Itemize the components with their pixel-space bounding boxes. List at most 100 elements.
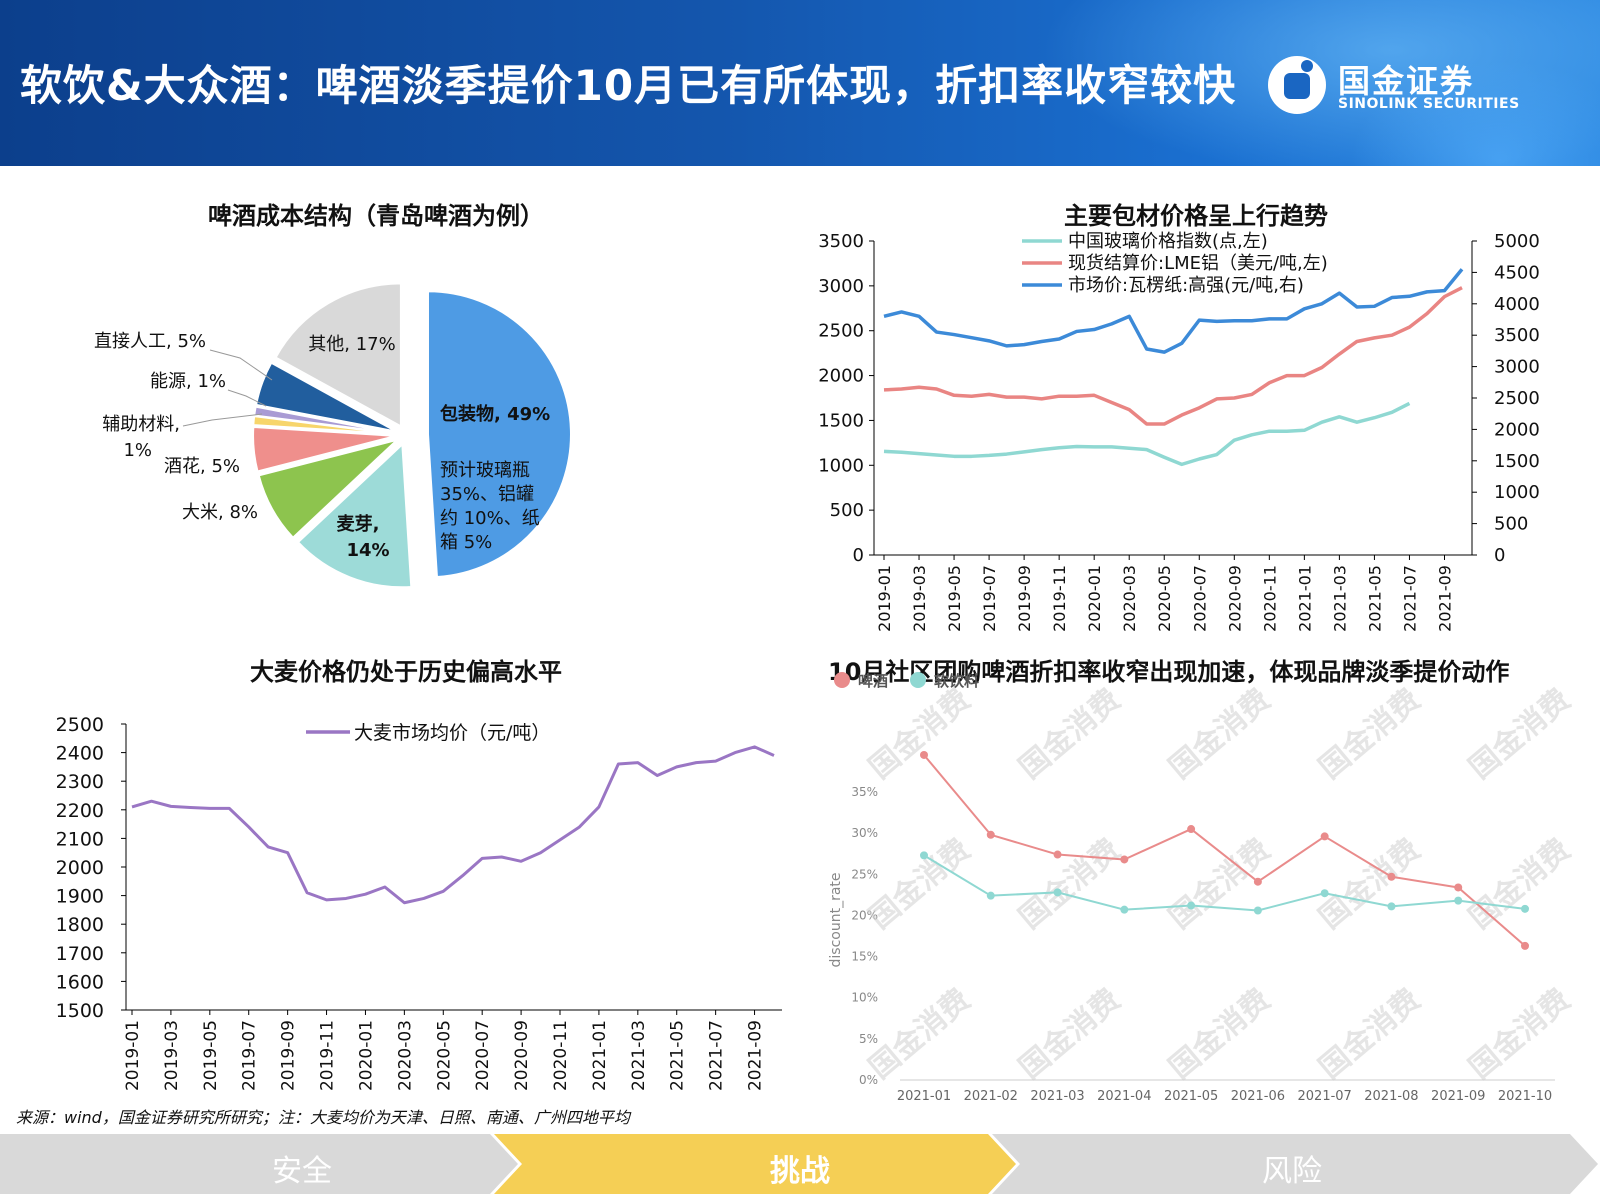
- x-tick-label: 2020-11: [551, 1020, 571, 1091]
- y-tick-label-right: 3500: [1494, 325, 1540, 346]
- data-point: [1454, 896, 1463, 905]
- x-tick-label: 2021-07: [1298, 1089, 1352, 1104]
- x-tick-label: 2019-11: [318, 1020, 338, 1091]
- watermark-text: 国金消费: [1313, 982, 1427, 1086]
- y-tick-label-left: 2000: [818, 366, 864, 387]
- nav-segment-challenge[interactable]: [494, 1134, 1016, 1194]
- y-axis-label: discount_rate: [828, 872, 844, 967]
- y-tick-label: 0%: [859, 1073, 878, 1087]
- data-point: [920, 851, 928, 860]
- x-tick-label: 2020-07: [1190, 565, 1209, 632]
- data-point: [1521, 941, 1529, 950]
- y-tick-label: 20%: [851, 908, 878, 922]
- watermark-text: 国金消费: [1313, 832, 1427, 936]
- y-tick-label-left: 2500: [818, 321, 864, 342]
- x-tick-label: 2021-09: [746, 1020, 766, 1091]
- series-line: [923, 854, 1526, 912]
- pie-slice: [254, 361, 398, 433]
- page-title: 软饮&大众酒：啤酒淡季提价10月已有所体现，折扣率收窄较快: [20, 61, 1237, 110]
- y-tick-label-right: 1000: [1494, 482, 1540, 503]
- x-tick-label: 2021-03: [629, 1020, 649, 1091]
- series-line: [131, 745, 775, 905]
- y-tick-label: 15%: [851, 950, 878, 964]
- legend-label: 大麦市场均价（元/吨）: [354, 722, 550, 744]
- watermark-text: 国金消费: [1463, 982, 1577, 1086]
- y-tick-label-right: 0: [1494, 545, 1505, 566]
- legend-swatch: [910, 672, 926, 688]
- y-tick-label-right: 3000: [1494, 357, 1540, 378]
- source-note: 来源：wind，国金证券研究所研究；注：大麦均价为天津、日照、南通、广州四地平均: [16, 1108, 630, 1127]
- pie-label: 其他, 17%: [308, 334, 395, 355]
- watermark-text: 国金消费: [1463, 682, 1577, 786]
- y-tick-label: 2300: [56, 771, 104, 793]
- data-point: [1253, 877, 1262, 886]
- x-tick-label: 2020-03: [1120, 565, 1139, 632]
- y-tick-label-left: 1500: [818, 410, 864, 431]
- pie-slice: [274, 282, 402, 429]
- y-tick-label: 1800: [56, 914, 104, 936]
- y-tick-label: 2400: [56, 743, 104, 765]
- y-tick-label-right: 2000: [1494, 419, 1540, 440]
- pie-label: 酒花, 5%: [164, 456, 240, 477]
- watermark-text: 国金消费: [1313, 682, 1427, 786]
- x-tick-label: 2019-05: [945, 565, 964, 632]
- company-logo-icon: [1268, 56, 1326, 114]
- watermark-text: 国金消费: [1163, 682, 1277, 786]
- data-point: [1187, 901, 1196, 910]
- nav-segment-safety[interactable]: [0, 1134, 518, 1194]
- data-point: [1187, 825, 1196, 834]
- pie-label: 大米, 8%: [182, 502, 258, 523]
- x-tick-label: 2021-01: [590, 1020, 610, 1091]
- pie-slice-note: 箱 5%: [440, 532, 492, 553]
- pie-label: 14%: [346, 540, 389, 561]
- x-tick-label: 2021-07: [1400, 565, 1419, 632]
- x-tick-label: 2021-01: [897, 1089, 951, 1104]
- nav-label-challenge: 挑战: [770, 1154, 830, 1189]
- data-point: [1387, 872, 1396, 881]
- legend-label: 现货结算价:LME铝（美元/吨,左): [1068, 253, 1328, 274]
- y-tick-label: 25%: [851, 867, 878, 881]
- legend-label: 市场价:瓦楞纸:高强(元/吨,右): [1068, 275, 1304, 296]
- pie-slice-note: 预计玻璃瓶: [440, 460, 530, 481]
- x-tick-label: 2019-07: [980, 565, 999, 632]
- y-tick-label: 2100: [56, 828, 104, 850]
- y-tick-label-right: 2500: [1494, 388, 1540, 409]
- x-tick-label: 2019-11: [1050, 565, 1069, 632]
- watermark-text: 国金消费: [863, 832, 977, 936]
- y-tick-label-right: 4500: [1494, 262, 1540, 283]
- y-tick-label-right: 1500: [1494, 451, 1540, 472]
- nav-label-safety: 安全: [272, 1154, 332, 1189]
- x-tick-label: 2019-09: [279, 1020, 299, 1091]
- x-tick-label: 2020-11: [1260, 565, 1279, 632]
- x-tick-label: 2021-07: [707, 1020, 727, 1091]
- x-tick-label: 2021-08: [1364, 1089, 1418, 1104]
- y-tick-label: 10%: [851, 991, 878, 1005]
- x-tick-label: 2021-09: [1435, 565, 1454, 632]
- data-point: [1053, 888, 1062, 897]
- data-point: [1253, 906, 1262, 915]
- discount-rate-chart: 0% 5% 10% 15% 20% 25% 30% 35% discount_rate 2021-…: [828, 672, 1577, 1104]
- y-tick-label-right: 500: [1494, 514, 1528, 535]
- y-tick-label-left: 1000: [818, 455, 864, 476]
- pie-slice: [296, 442, 413, 589]
- y-tick-label-right: 5000: [1494, 231, 1540, 252]
- data-point: [1120, 905, 1129, 914]
- series-line: [883, 268, 1464, 354]
- pie-slice: [257, 438, 398, 540]
- pie-label: 直接人工, 5%: [94, 331, 206, 352]
- data-point: [1521, 904, 1529, 913]
- x-tick-label: 2021-05: [1365, 565, 1384, 632]
- data-point: [1387, 902, 1396, 911]
- pie-chart-title: 啤酒成本结构（青岛啤酒为例）: [208, 202, 544, 230]
- nav-segment-risk[interactable]: [992, 1134, 1598, 1194]
- x-tick-label: 2019-01: [123, 1020, 143, 1091]
- pie-label: 辅助材料,: [102, 414, 180, 435]
- x-tick-label: 2020-09: [512, 1020, 532, 1091]
- header-banner: 软饮&大众酒：啤酒淡季提价10月已有所体现，折扣率收窄较快 国金证券 SINOL…: [0, 0, 1600, 166]
- legend-label: 中国玻璃价格指数(点,左): [1068, 231, 1268, 252]
- data-point: [986, 830, 995, 839]
- x-tick-label: 2020-01: [1085, 565, 1104, 632]
- x-tick-label: 2021-03: [1330, 565, 1349, 632]
- series-line: [883, 286, 1463, 426]
- watermark-text: 国金消费: [1013, 832, 1127, 936]
